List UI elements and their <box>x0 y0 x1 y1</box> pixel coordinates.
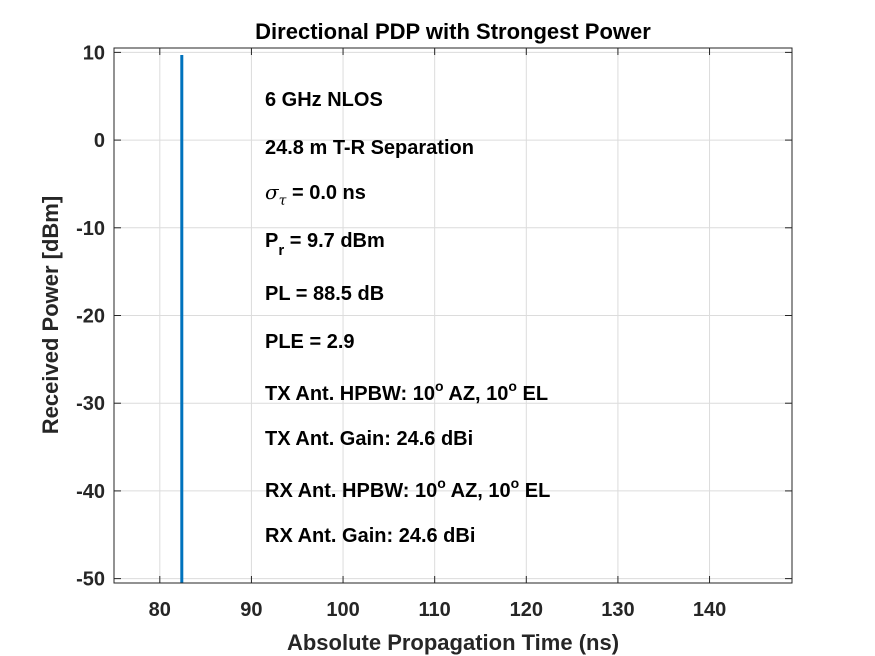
y-tick-label: -10 <box>76 218 105 240</box>
pr-subscript: r <box>278 242 284 259</box>
y-tick-label: 0 <box>94 130 105 152</box>
tx-hpbw-part-c: EL <box>517 383 548 405</box>
pr-value: = 9.7 dBm <box>284 230 385 252</box>
x-tick-label: 90 <box>240 599 262 621</box>
x-tick-label: 120 <box>510 599 543 621</box>
tx-hpbw-part-a: TX Ant. HPBW: 10 <box>265 383 435 405</box>
y-tick-label: -50 <box>76 569 105 591</box>
tx-hpbw-degree-1: o <box>435 378 444 394</box>
rx-hpbw-part-c: EL <box>519 480 550 502</box>
sigma-symbol: σ <box>265 180 280 204</box>
tx-hpbw-degree-2: o <box>508 378 517 394</box>
annotation-rx-gain: RX Ant. Gain: 24.6 dBi <box>265 525 475 547</box>
x-tick-label: 110 <box>419 599 451 621</box>
annotations: 6 GHz NLOS 24.8 m T-R Separation στ = 0.… <box>265 89 550 547</box>
chart-title: Directional PDP with Strongest Power <box>255 19 651 44</box>
annotation-tx-gain: TX Ant. Gain: 24.6 dBi <box>265 428 473 450</box>
annotation-path-loss: PL = 88.5 dB <box>265 283 384 305</box>
y-tick-label: -30 <box>76 393 105 415</box>
annotation-rx-hpbw: RX Ant. HPBW: 10o AZ, 10o EL <box>265 475 550 502</box>
annotation-ple: PLE = 2.9 <box>265 331 355 353</box>
y-axis-label: Received Power [dBm] <box>38 196 63 434</box>
y-tick-label: -40 <box>76 481 105 503</box>
rx-hpbw-degree-2: o <box>511 475 520 491</box>
x-tick-label: 100 <box>326 599 359 621</box>
ticks-layer <box>114 48 792 583</box>
annotation-tx-hpbw: TX Ant. HPBW: 10o AZ, 10o EL <box>265 378 548 405</box>
x-tick-label: 80 <box>149 599 171 621</box>
x-tick-label: 140 <box>693 599 726 621</box>
pr-symbol: P <box>265 230 278 252</box>
y-tick-label: 10 <box>83 42 105 64</box>
x-tick-label: 130 <box>601 599 634 621</box>
rx-hpbw-part-b: AZ, 10 <box>446 480 511 502</box>
annotation-rms-delay: στ = 0.0 ns <box>265 180 366 209</box>
annotation-separation: 24.8 m T-R Separation <box>265 137 474 159</box>
rms-delay-value: = 0.0 ns <box>286 182 366 204</box>
annotation-received-power: Pr = 9.7 dBm <box>265 230 385 259</box>
annotation-frequency: 6 GHz NLOS <box>265 89 383 111</box>
y-tick-label: -20 <box>76 306 105 328</box>
tau-subscript: τ <box>279 193 287 209</box>
tx-hpbw-part-b: AZ, 10 <box>444 383 509 405</box>
x-axis-label: Absolute Propagation Time (ns) <box>287 630 619 655</box>
grid <box>114 48 792 583</box>
rx-hpbw-degree-1: o <box>437 475 446 491</box>
rx-hpbw-part-a: RX Ant. HPBW: 10 <box>265 480 437 502</box>
